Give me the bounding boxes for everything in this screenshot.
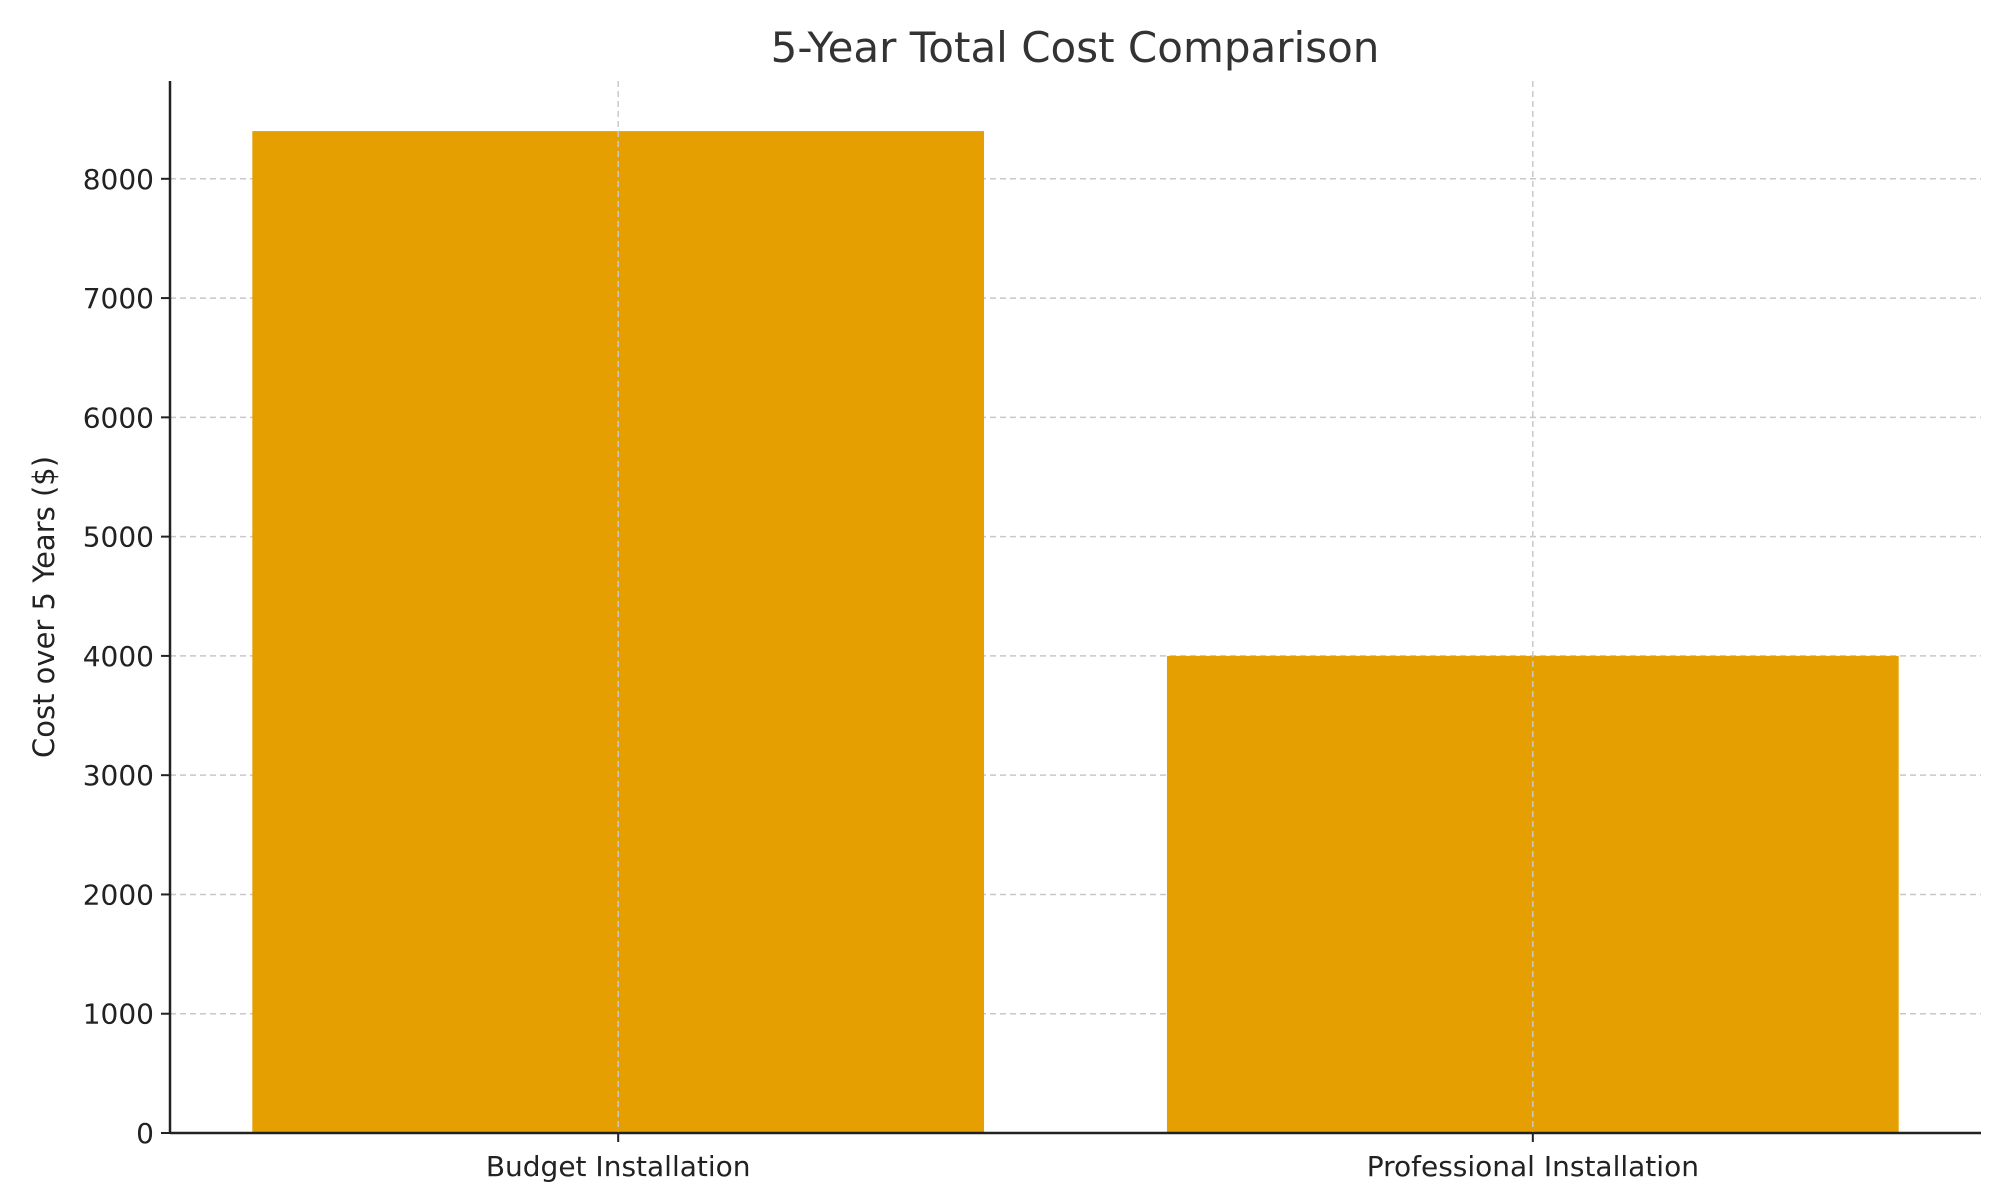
- vertical-grid: [617, 81, 1534, 1133]
- y-tick-label: 6000: [83, 401, 154, 434]
- y-tick-label: 8000: [83, 163, 154, 196]
- axes: 0 1000 2000 3000 4000 5000 6000 7000 8000 Budget …: [83, 81, 1981, 1183]
- y-tick-label: 0: [136, 1117, 154, 1150]
- y-tick-label: 2000: [83, 878, 154, 911]
- y-tick-label: 5000: [83, 521, 154, 554]
- y-axis-label: Cost over 5 Years ($): [27, 456, 61, 758]
- bars: [252, 131, 1899, 1134]
- y-tick-label: 7000: [83, 282, 154, 315]
- y-tick-label: 3000: [83, 759, 154, 792]
- y-tick-label: 4000: [83, 640, 154, 673]
- chart-title: 5-Year Total Cost Comparison: [771, 23, 1380, 72]
- y-tick-label: 1000: [83, 998, 154, 1031]
- x-tick-label: Professional Installation: [1367, 1150, 1699, 1183]
- x-tick-label: Budget Installation: [486, 1150, 751, 1183]
